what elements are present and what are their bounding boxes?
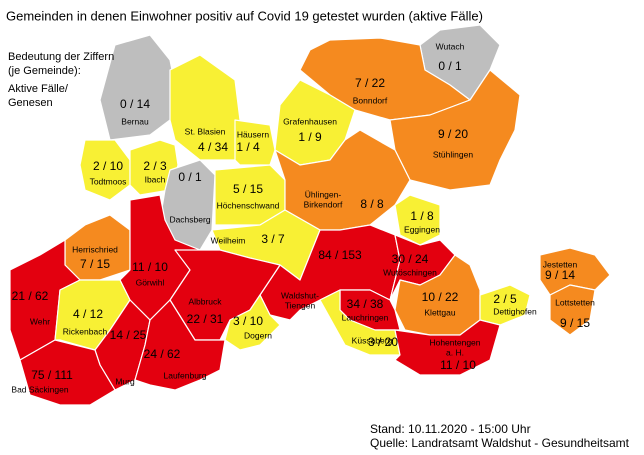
footer-date: Stand: 10.11.2020 - 15:00 Uhr [370,422,531,436]
municipality-name: Jestetten [543,259,578,269]
legend-meaning: Genesen [8,97,53,109]
municipality-name: Ibach [145,174,166,184]
footer-source: Quelle: Landratsamt Waldshut - Gesundhei… [370,436,630,450]
municipality-name: Höchenschwand [217,200,280,210]
municipality-name: Todtmoos [90,176,127,186]
case-count: 2 / 3 [143,159,167,173]
municipality-name: Bonndorf [353,95,388,105]
municipality-name: Lottstetten [555,297,595,307]
municipality-name: Hohentengen [429,337,480,347]
labels: Wutach 0 / 1 Bonndorf 7 / 22 Stühlingen 9 / 2… [11,41,595,394]
municipality-name: Tiengen [285,300,316,310]
municipality-area [319,289,401,356]
municipality-name: Dachsberg [169,214,210,224]
case-count: 5 / 15 [233,182,263,196]
municipality-name: Murg [115,376,135,386]
municipality-name: Wutach [436,41,465,51]
case-count: 14 / 25 [110,328,147,342]
municipality-name: Görwihl [136,277,165,287]
municipality-name: Laufenburg [163,370,206,380]
case-count: 3 / 20 [368,335,398,349]
regions [9,24,611,406]
case-count: 0 / 1 [178,170,202,184]
case-count: 3 / 7 [261,232,285,246]
case-count: 24 / 62 [144,347,181,361]
municipality-name: Wehr [30,316,50,326]
municipality-name: Eggingen [404,224,440,234]
case-count: 9 / 14 [545,268,575,282]
municipality-area [549,284,596,336]
municipality-name: Bad Säckingen [11,384,68,394]
municipality-name: Wutöschingen [383,267,437,277]
municipality-name: Bernau [121,116,149,126]
municipality-name: Waldshut- [281,290,319,300]
municipality-name: Birkendorf [304,199,343,209]
case-count: 8 / 8 [360,197,384,211]
municipality-area [19,339,116,406]
municipality-name: Dettighofen [493,306,537,316]
case-count: 0 / 1 [438,59,462,73]
municipality-name: Klettgau [424,307,455,317]
case-count: 9 / 15 [560,316,590,330]
case-count: 34 / 38 [347,297,384,311]
case-count: 1 / 9 [298,130,322,144]
municipality-name: a. H. [446,347,464,357]
case-count: 1 / 4 [236,140,260,154]
case-count: 11 / 10 [440,358,476,372]
case-count: 2 / 10 [93,159,123,173]
legend-meaning: Aktive Fälle/ [8,83,69,95]
map-title: Gemeinden in denen Einwohner positiv auf… [6,8,483,23]
municipality-name: Herrischried [72,244,118,254]
case-count: 30 / 24 [392,252,429,266]
municipality-area [79,139,131,201]
municipality-area [224,294,281,351]
municipality-name: Häusern [237,129,269,139]
municipality-name: Dogern [244,330,272,340]
case-count: 75 / 111 [31,368,73,382]
case-count: 4 / 34 [198,140,228,154]
case-count: 0 / 14 [120,97,150,111]
municipality-area [394,319,501,376]
municipality-name: Lauchringen [342,312,389,322]
municipality-name: Rickenbach [63,326,108,336]
municipality-name: Stühlingen [433,149,473,159]
municipality-area [389,69,521,191]
case-count: 11 / 10 [132,260,168,274]
case-count: 22 / 31 [187,312,224,326]
case-count: 4 / 12 [73,307,103,321]
case-count: 21 / 62 [12,289,49,303]
case-count: 3 / 10 [233,314,263,328]
municipality-area [134,299,226,391]
municipality-name: Weilheim [211,235,246,245]
municipality-name: Grafenhausen [283,116,337,126]
case-count: 1 / 8 [410,209,434,223]
case-count: 10 / 22 [422,290,459,304]
case-count: 7 / 22 [355,76,385,90]
case-count: 2 / 5 [493,292,517,306]
municipality-name: Ühlingen- [305,189,342,199]
municipality-area [394,194,441,246]
legend-heading: Bedeutung der Ziffern [8,51,114,63]
case-count: 9 / 20 [438,127,468,141]
municipality-name: Albbruck [188,296,222,306]
case-count: 84 / 153 [318,248,362,262]
legend-heading: (je Gemeinde): [8,65,81,77]
municipality-name: St. Blasien [185,126,226,136]
case-count: 7 / 15 [80,257,110,271]
municipality-name: Küssaberg [352,335,393,345]
